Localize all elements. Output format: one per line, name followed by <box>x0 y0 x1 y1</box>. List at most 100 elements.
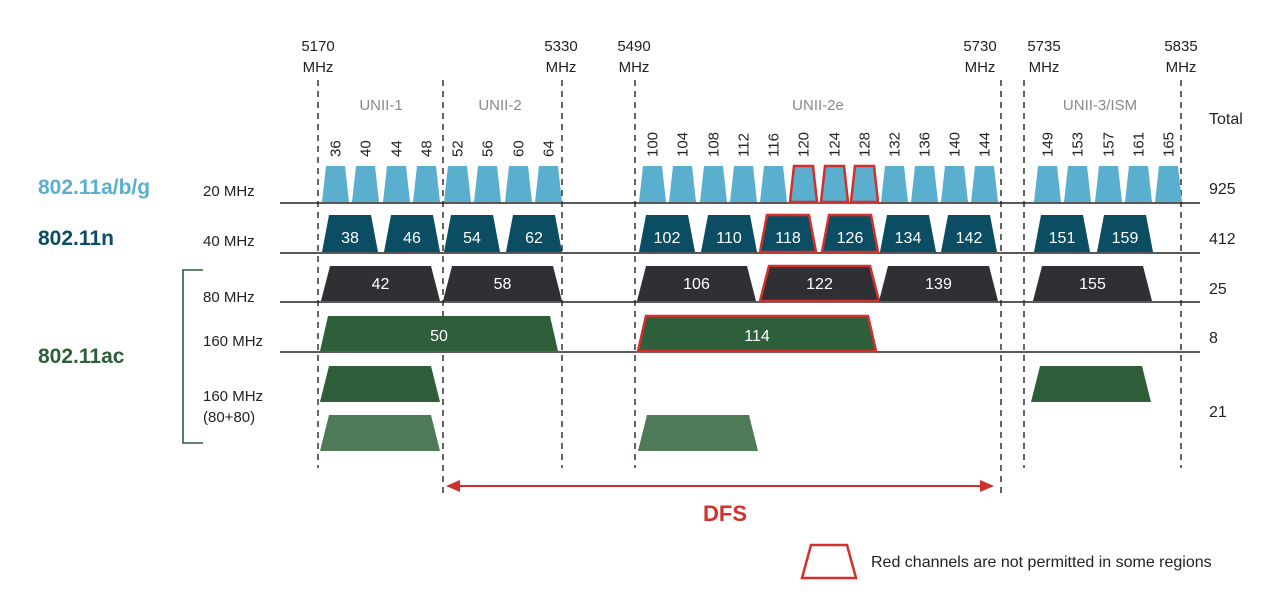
channel-number-120: 120 <box>796 132 813 157</box>
channel-number-52: 52 <box>450 140 467 157</box>
channel-number-161: 161 <box>1131 132 1148 157</box>
channel-number-165: 165 <box>1161 132 1178 157</box>
band-labels: UNII-1 UNII-2 UNII-2e UNII-3/ISM <box>359 97 1137 114</box>
row-20mhz-ch-132 <box>881 166 908 202</box>
total-header: Total <box>1209 111 1243 128</box>
row-40mhz-label-159: 159 <box>1112 230 1139 247</box>
row-40mhz-label-118: 118 <box>775 230 801 247</box>
channel-number-100: 100 <box>645 132 662 157</box>
row-40mhz-ch-62 <box>506 215 562 252</box>
row-20mhz-ch-56 <box>474 166 501 202</box>
row-40mhz-ch-110 <box>701 215 757 252</box>
freq-5735-unit: MHz <box>1029 59 1060 76</box>
row-20mhz-ch-48 <box>413 166 440 202</box>
standard-802-11n: 802.11n <box>38 227 114 250</box>
dfs-indicator: DFS <box>446 480 994 526</box>
width-8080-line1: 160 MHz <box>203 388 263 405</box>
row-20mhz-ch-116 <box>760 166 787 202</box>
row-20mhz-ch-36 <box>322 166 349 202</box>
channel-number-136: 136 <box>917 132 934 157</box>
row-160mhz-ch-114 <box>636 314 878 353</box>
standard-802-11ac: 802.11ac <box>38 345 125 368</box>
row-20mhz-ch-104 <box>669 166 696 202</box>
ch8080-a-2 <box>1031 366 1151 402</box>
row-20mhz-ch-108 <box>700 166 727 202</box>
band-unii-2: UNII-2 <box>478 97 521 114</box>
row-20mhz-ch-165 <box>1155 166 1182 202</box>
width-80: 80 MHz <box>203 289 255 306</box>
row-40mhz-ch-54 <box>444 215 500 252</box>
ac-bracket <box>182 269 203 444</box>
row-160mhz: 50 114 <box>320 314 878 353</box>
row-40mhz-ch-159 <box>1097 215 1153 252</box>
row-20mhz-ch-153 <box>1064 166 1091 202</box>
row-20mhz-ch-60 <box>505 166 532 202</box>
row-80mhz-ch-155 <box>1033 266 1152 301</box>
row-40mhz-ch-126 <box>820 213 880 254</box>
row-20mhz <box>322 164 1182 204</box>
dfs-label: DFS <box>703 501 747 526</box>
row-20mhz-ch-128 <box>849 164 880 204</box>
row-20mhz-ch-161 <box>1125 166 1152 202</box>
row-20mhz-ch-140 <box>941 166 968 202</box>
row-160mhz-ch-50 <box>320 316 558 351</box>
row-20mhz-ch-136 <box>911 166 938 202</box>
row-40mhz-label-62: 62 <box>525 230 543 247</box>
channel-number-116: 116 <box>766 133 783 157</box>
row-160mhz-label-50: 50 <box>430 328 448 345</box>
freq-5330-unit: MHz <box>546 59 577 76</box>
channel-numbers-20: 36 40 44 48 52 56 60 64 100 104 108 112 116 120 124 128… <box>328 132 1178 157</box>
band-unii-2e: UNII-2e <box>792 97 844 114</box>
channel-number-48: 48 <box>419 140 436 157</box>
channel-number-132: 132 <box>887 132 904 157</box>
channel-number-36: 36 <box>328 140 345 157</box>
channel-number-56: 56 <box>480 140 497 157</box>
total-40: 412 <box>1209 231 1236 248</box>
row-20mhz-ch-52 <box>444 166 471 202</box>
channel-number-140: 140 <box>947 132 964 157</box>
ch8080-b-1 <box>320 415 440 451</box>
row-160mhz-label-114: 114 <box>744 328 770 345</box>
row-40mhz-ch-151 <box>1034 215 1090 252</box>
freq-5730: 5730 <box>963 38 996 55</box>
row-20mhz-ch-44 <box>383 166 410 202</box>
row-40mhz-label-134: 134 <box>895 230 922 247</box>
legend-text: Red channels are not permitted in some r… <box>871 554 1212 571</box>
channel-number-128: 128 <box>857 132 874 157</box>
row-40mhz-ch-46 <box>384 215 440 252</box>
channel-number-104: 104 <box>675 132 692 157</box>
channel-rows: 36 40 44 48 52 56 60 64 100 104 108 112 116 120 124 128… <box>320 132 1182 353</box>
row-80mhz-label-139: 139 <box>925 276 952 293</box>
dfs-arrow-right <box>980 480 994 492</box>
channels-80-80 <box>320 366 1151 451</box>
channel-number-108: 108 <box>706 132 723 157</box>
row-80mhz-label-122: 122 <box>806 276 833 293</box>
row-80mhz-ch-58 <box>443 266 562 301</box>
row-80mhz: 42 58 106 122 139 155 <box>321 264 1152 303</box>
row-20mhz-ch-149 <box>1034 166 1061 202</box>
width-40: 40 MHz <box>203 233 255 250</box>
channel-number-157: 157 <box>1101 132 1118 157</box>
row-80mhz-label-58: 58 <box>494 276 512 293</box>
row-80mhz-ch-122 <box>758 264 881 303</box>
freq-5835: 5835 <box>1164 38 1197 55</box>
channel-number-40: 40 <box>358 140 375 157</box>
row-40mhz: 38 46 54 62 102 110 118 126 134 142 151 159 <box>322 213 1153 254</box>
band-unii-1: UNII-1 <box>359 97 402 114</box>
row-80mhz-label-106: 106 <box>683 276 710 293</box>
row-80mhz-ch-106 <box>637 266 756 301</box>
freq-5735: 5735 <box>1027 38 1060 55</box>
freq-5490-unit: MHz <box>619 59 650 76</box>
total-20: 925 <box>1209 181 1236 198</box>
row-80mhz-ch-139 <box>879 266 998 301</box>
row-40mhz-label-54: 54 <box>463 230 481 247</box>
row-40mhz-ch-134 <box>880 215 936 252</box>
channel-number-112: 112 <box>736 133 753 157</box>
legend-red-channel-icon <box>800 543 858 580</box>
row-40mhz-label-102: 102 <box>654 230 681 247</box>
legend: Red channels are not permitted in some r… <box>800 543 1212 580</box>
row-40mhz-ch-142 <box>941 215 997 252</box>
freq-5170-unit: MHz <box>303 59 334 76</box>
channel-number-44: 44 <box>389 140 406 157</box>
